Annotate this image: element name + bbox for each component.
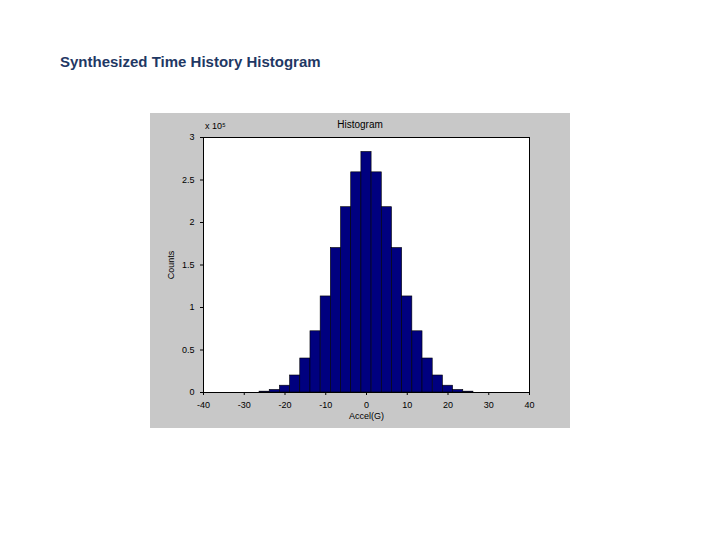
- svg-text:30: 30: [484, 400, 494, 410]
- svg-text:20: 20: [443, 400, 453, 410]
- html-text:Synthesized Time History Histo: Synthesized Time History Histogram: [60, 53, 321, 70]
- svg-text:2: 2: [189, 217, 194, 227]
- svg-text:0.5: 0.5: [182, 345, 195, 355]
- svg-text:0: 0: [189, 387, 194, 397]
- svg-text:-20: -20: [278, 400, 291, 410]
- svg-text:3: 3: [189, 132, 194, 142]
- svg-text:Accel(G): Accel(G): [349, 411, 384, 421]
- svg-text:-10: -10: [319, 400, 332, 410]
- svg-text:Counts: Counts: [166, 250, 176, 279]
- html-text:x 10⁵: x 10⁵: [205, 121, 226, 131]
- svg-text:1: 1: [189, 302, 194, 312]
- html-text:Histogram: Histogram: [337, 119, 383, 130]
- svg-text:-40: -40: [197, 400, 210, 410]
- svg-text:10: 10: [402, 400, 412, 410]
- svg-text:1.5: 1.5: [182, 260, 195, 270]
- svg-text:2.5: 2.5: [182, 175, 195, 185]
- svg-text:0: 0: [364, 400, 369, 410]
- svg-text:40: 40: [524, 400, 534, 410]
- svg-text:-30: -30: [238, 400, 251, 410]
